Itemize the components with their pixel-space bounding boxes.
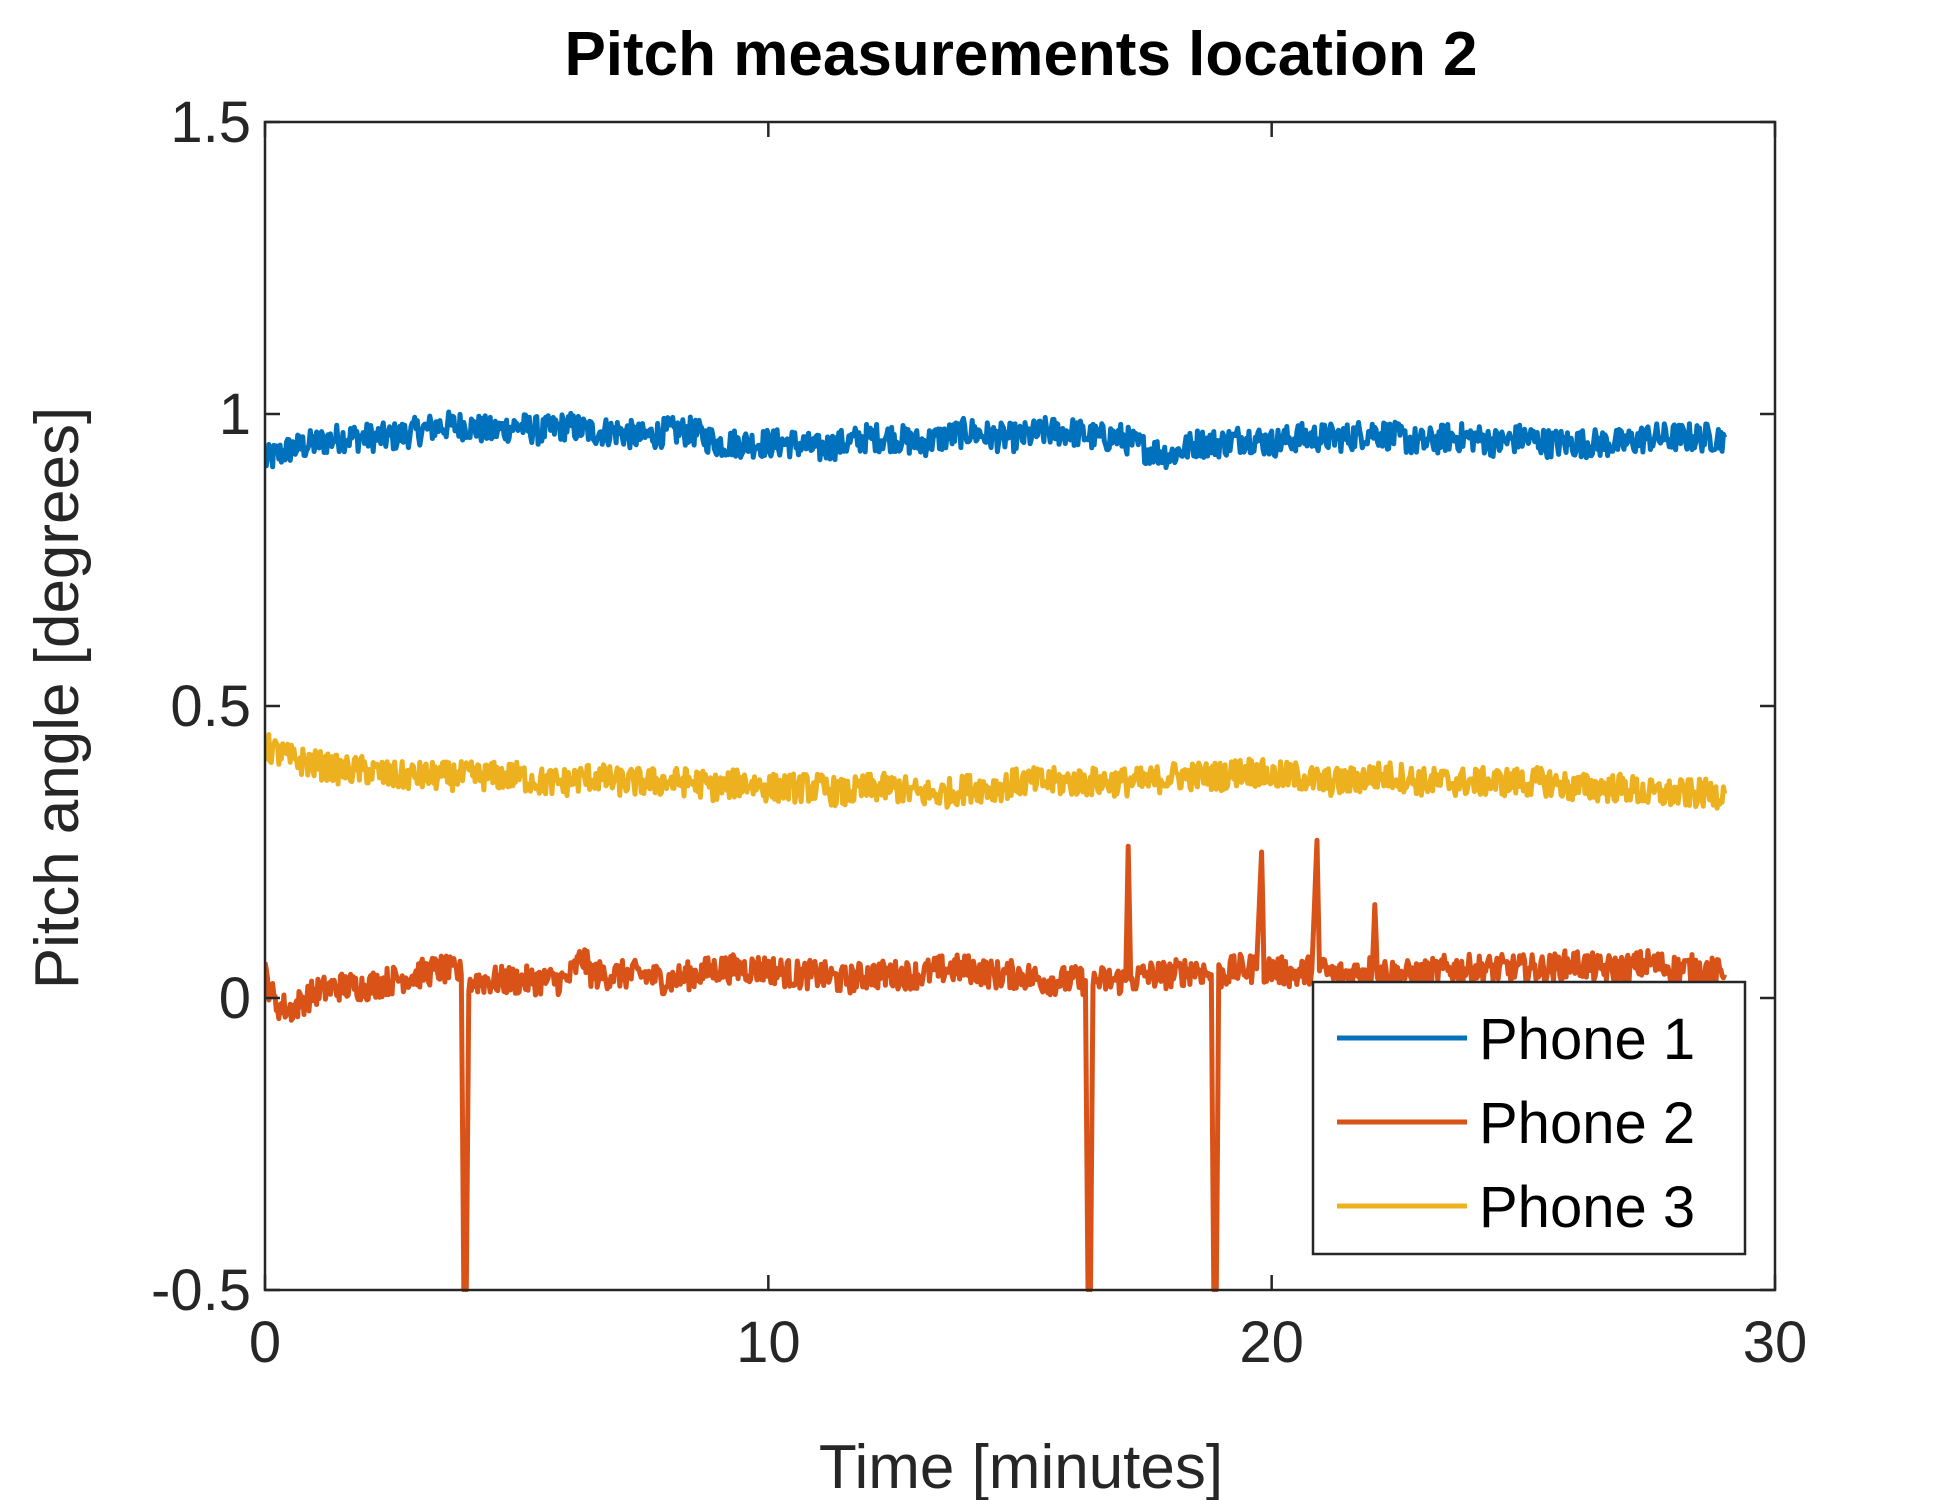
y-tick-label: 1: [219, 382, 251, 447]
x-tick-label: 30: [1743, 1310, 1808, 1375]
legend-box: [1311, 980, 1747, 1256]
y-tick-label: 0.5: [170, 674, 251, 739]
x-axis-label: Time [minutes]: [819, 1433, 1223, 1500]
y-tick-label: 1.5: [170, 90, 251, 155]
series-line-phone-3: [265, 732, 1728, 811]
x-tick-label: 20: [1239, 1310, 1304, 1375]
legend-label-phone-1: Phone 1: [1479, 1007, 1695, 1072]
series-line-phone-1: [265, 409, 1728, 471]
y-axis-label: Pitch angle [degrees]: [23, 407, 92, 990]
y-tick-label: -0.5: [151, 1258, 251, 1323]
legend-label-phone-3: Phone 3: [1479, 1175, 1695, 1240]
x-tick-label: 0: [249, 1310, 281, 1375]
legend-label-phone-2: Phone 2: [1479, 1091, 1695, 1156]
tick-labels: 0 10 20 30-0.500.511.5: [151, 90, 1807, 1375]
chart-title: Pitch measurements location 2: [564, 20, 1477, 89]
x-tick-label: 10: [736, 1310, 801, 1375]
series-layer: [265, 409, 1728, 1292]
series-line-phone-2: [265, 837, 1728, 1292]
legend: Phone 1 Phone 2 Phone 3: [1311, 980, 1747, 1256]
y-tick-label: 0: [219, 966, 251, 1031]
